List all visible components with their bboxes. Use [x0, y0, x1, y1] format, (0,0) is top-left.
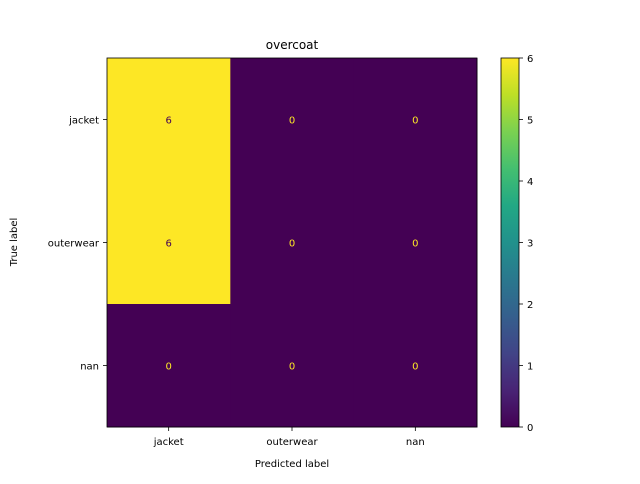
cell-value-label: 0 — [289, 116, 295, 127]
x-axis-ticks: jacket outerwear nan — [153, 427, 425, 448]
cell-value-label: 0 — [165, 362, 171, 373]
heatmap-cell — [107, 181, 231, 305]
cell-value-label: 0 — [412, 362, 418, 373]
cell-value-label: 0 — [289, 362, 295, 373]
y-tick-label: outerwear — [48, 239, 100, 250]
heatmap-cells — [107, 58, 478, 428]
x-axis-label: Predicted label — [255, 459, 329, 470]
colorbar-tick-label: 5 — [527, 116, 533, 127]
colorbar — [500, 57, 520, 428]
cell-value-label: 0 — [289, 239, 295, 250]
heatmap-cell — [353, 58, 478, 182]
cell-value-label: 0 — [412, 116, 418, 127]
cell-value-labels: 6 0 0 6 0 0 0 0 0 — [165, 116, 418, 373]
chart-title: overcoat — [266, 38, 319, 52]
heatmap-cell — [230, 181, 355, 305]
heatmap-cell — [230, 304, 355, 428]
y-tick-label: nan — [80, 362, 99, 373]
cell-value-label: 6 — [165, 239, 171, 250]
heatmap-cell — [230, 58, 355, 182]
y-tick-label: jacket — [68, 116, 99, 127]
heatmap-cell — [107, 304, 231, 428]
heatmap-cell — [107, 58, 231, 182]
heatmap-cell — [353, 304, 478, 428]
colorbar-tick-label: 4 — [527, 177, 533, 188]
colorbar-tick-label: 3 — [527, 239, 533, 250]
y-axis-ticks: jacket outerwear nan — [48, 116, 107, 373]
cell-value-label: 0 — [412, 239, 418, 250]
cell-value-label: 6 — [165, 116, 171, 127]
colorbar-tick-label: 0 — [527, 423, 533, 434]
colorbar-ticks: 0 1 2 3 4 5 6 — [519, 54, 533, 434]
x-tick-label: outerwear — [266, 437, 318, 448]
x-tick-label: nan — [406, 437, 425, 448]
y-axis-label: True label — [9, 218, 20, 268]
colorbar-tick-label: 2 — [527, 300, 533, 311]
x-tick-label: jacket — [153, 437, 184, 448]
colorbar-tick-label: 6 — [527, 54, 533, 65]
colorbar-tick-label: 1 — [527, 362, 533, 373]
heatmap-cell — [353, 181, 478, 305]
